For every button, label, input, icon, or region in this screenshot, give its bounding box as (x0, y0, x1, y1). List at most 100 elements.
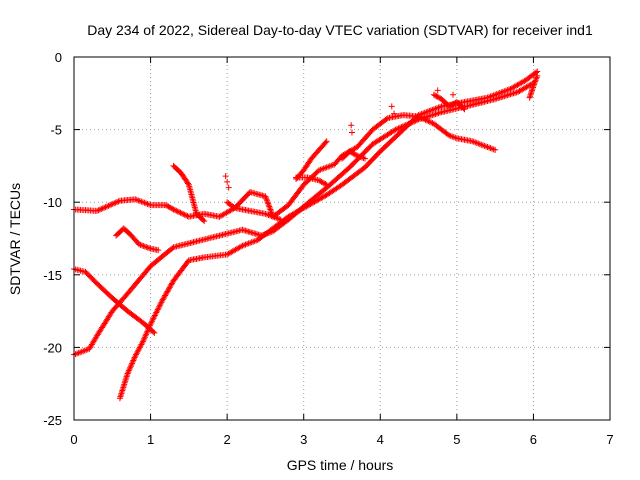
data-point (124, 370, 131, 377)
data-point (435, 94, 442, 101)
data-point (125, 367, 132, 374)
data-point (418, 114, 425, 121)
data-point (93, 207, 100, 214)
data-point (151, 312, 158, 319)
data-point (146, 245, 153, 252)
data-point (383, 115, 390, 122)
data-point (143, 329, 150, 336)
data-point (130, 357, 137, 364)
data-point (106, 202, 113, 209)
data-point (423, 117, 430, 124)
data-point (265, 200, 272, 207)
data-point (108, 201, 115, 208)
outlier-point (391, 110, 398, 117)
data-point (432, 92, 439, 99)
data-point (114, 199, 121, 206)
data-point (105, 202, 112, 209)
data-point (267, 207, 274, 214)
data-point (361, 155, 368, 162)
data-point (129, 360, 136, 367)
data-point (145, 325, 152, 332)
outlier-point (348, 122, 355, 129)
data-point (263, 196, 270, 203)
x-tick-label: 4 (377, 432, 384, 447)
data-point (130, 356, 137, 363)
outlier-point (224, 178, 231, 185)
data-point (446, 103, 453, 110)
data-point (317, 178, 324, 185)
data-point (268, 209, 275, 216)
data-point (126, 366, 133, 373)
data-point (433, 93, 440, 100)
y-tick-label: -10 (43, 195, 62, 210)
data-point (153, 309, 160, 316)
series-arc-d (71, 196, 284, 223)
data-point (178, 210, 185, 217)
data-point (425, 118, 432, 125)
data-point (99, 205, 106, 212)
data-point (147, 321, 154, 328)
data-point (146, 324, 153, 331)
data-point (150, 315, 157, 322)
data-point (127, 363, 134, 370)
data-point (447, 102, 454, 109)
data-point (145, 326, 152, 333)
data-point (162, 202, 169, 209)
series-arc-k (430, 91, 468, 113)
data-point (136, 241, 143, 248)
data-point (323, 138, 330, 145)
series-arc-f (170, 162, 208, 225)
data-point (151, 313, 158, 320)
outlier-point (434, 87, 441, 94)
data-point (152, 311, 159, 318)
plot-area (71, 68, 541, 402)
data-point (141, 334, 148, 341)
data-point (111, 200, 118, 207)
data-point (262, 194, 269, 201)
plot-border (73, 56, 611, 421)
data-point (115, 198, 122, 205)
data-point (428, 119, 435, 126)
data-point (434, 93, 441, 100)
data-point (137, 241, 144, 248)
series-arc-e (113, 225, 162, 254)
data-point (141, 243, 148, 250)
data-point (177, 209, 184, 216)
data-point (173, 207, 180, 214)
data-point (156, 303, 163, 310)
data-point (170, 206, 177, 213)
data-point (154, 306, 161, 313)
data-point (532, 78, 539, 85)
data-point (131, 354, 138, 361)
data-point (450, 101, 457, 108)
data-point (492, 146, 499, 153)
outlier-point (348, 129, 355, 136)
data-point (102, 204, 109, 211)
data-point (346, 148, 353, 155)
data-point (154, 308, 161, 315)
data-point (128, 361, 135, 368)
outlier-point (225, 184, 232, 191)
data-point (318, 178, 325, 185)
data-point (169, 205, 176, 212)
data-point (323, 181, 330, 188)
data-point (181, 211, 188, 218)
data-point (143, 244, 150, 251)
data-point (166, 204, 173, 211)
data-point (200, 217, 207, 224)
data-point (101, 204, 108, 211)
data-point (171, 207, 178, 214)
outlier-point (450, 91, 457, 98)
outlier-point (222, 173, 229, 180)
x-tick-label: 0 (70, 432, 77, 447)
data-point (266, 203, 273, 210)
series-arc-l (526, 72, 541, 101)
data-point (422, 116, 429, 123)
series-arc-i (293, 174, 330, 188)
data-point (148, 319, 155, 326)
data-point (167, 205, 174, 212)
data-point (149, 318, 156, 325)
data-point (448, 101, 455, 108)
data-point (98, 206, 105, 213)
data-point (149, 316, 156, 323)
